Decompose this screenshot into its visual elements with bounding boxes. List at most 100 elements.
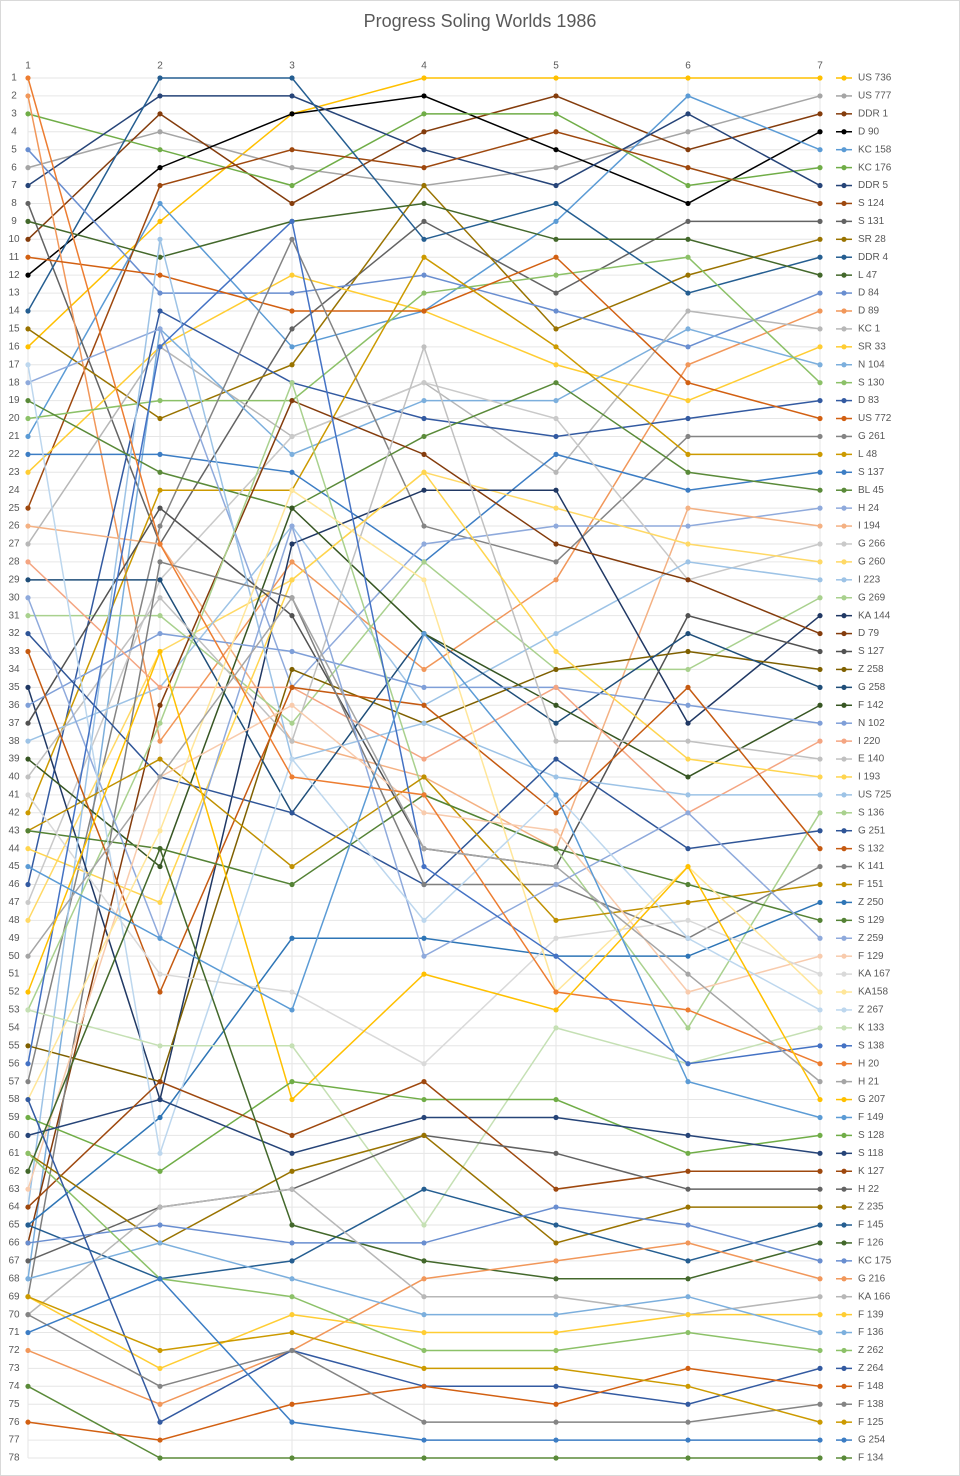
data-point: [289, 308, 295, 314]
data-point: [289, 326, 295, 332]
data-point: [817, 1401, 823, 1407]
legend-marker: [841, 595, 847, 601]
data-point: [685, 129, 691, 135]
legend-marker: [841, 165, 847, 171]
data-point: [553, 792, 559, 798]
data-point: [685, 433, 691, 440]
legend-label: F 129: [858, 951, 884, 962]
legend-marker: [841, 218, 847, 224]
data-point: [421, 415, 427, 422]
legend-marker: [841, 93, 847, 99]
legend-label: Z 264: [858, 1363, 884, 1374]
data-point: [685, 1061, 691, 1067]
data-point: [685, 111, 691, 117]
legend-label: F 148: [858, 1381, 884, 1392]
data-point: [553, 308, 559, 314]
y-tick-label: 24: [8, 485, 20, 496]
data-point: [817, 935, 823, 941]
data-point: [157, 254, 163, 260]
legend-marker: [841, 1383, 847, 1389]
data-point: [25, 165, 31, 171]
data-point: [157, 648, 163, 655]
data-point: [157, 1096, 163, 1103]
data-point: [553, 182, 559, 189]
data-point: [817, 1312, 823, 1318]
data-point: [553, 147, 559, 153]
legend-label: F 149: [858, 1112, 884, 1123]
legend-marker: [841, 523, 847, 529]
data-point: [25, 1222, 31, 1228]
data-point: [553, 881, 559, 888]
legend-label: K 133: [858, 1023, 885, 1034]
data-point: [817, 129, 823, 135]
data-point: [685, 792, 691, 798]
legend-marker: [841, 971, 847, 977]
legend-label: S 136: [858, 807, 885, 818]
data-point: [553, 1222, 559, 1228]
y-tick-label: 3: [11, 108, 17, 119]
data-point: [289, 559, 295, 565]
data-point: [421, 290, 427, 296]
data-point: [685, 236, 691, 242]
legend-marker: [841, 1114, 847, 1121]
y-tick-label: 34: [8, 664, 20, 675]
data-point: [421, 541, 427, 547]
data-point: [157, 1222, 163, 1228]
legend-label: F 139: [858, 1309, 884, 1320]
data-point: [817, 1347, 823, 1354]
data-point: [157, 1079, 163, 1085]
data-point: [421, 344, 427, 350]
data-point: [817, 559, 823, 565]
data-point: [157, 989, 163, 995]
data-point: [685, 1401, 691, 1407]
data-point: [157, 75, 163, 81]
lines: [25, 75, 823, 1461]
data-point: [157, 308, 163, 314]
data-point: [25, 505, 31, 511]
data-point: [25, 595, 31, 601]
data-point: [289, 702, 295, 708]
data-point: [157, 828, 163, 834]
data-point: [25, 881, 31, 888]
legend-marker: [841, 810, 847, 816]
data-point: [157, 165, 163, 171]
legend-marker: [841, 684, 847, 690]
legend-marker: [841, 881, 847, 888]
legend-label: G 269: [858, 592, 886, 603]
data-point: [553, 469, 559, 475]
data-point: [553, 129, 559, 135]
data-point: [25, 1132, 31, 1139]
data-point: [817, 1061, 823, 1067]
y-tick-label: 32: [8, 628, 20, 639]
legend-label: G 266: [858, 539, 886, 550]
data-point: [157, 218, 163, 224]
legend-label: G 254: [858, 1435, 886, 1446]
data-point: [289, 935, 295, 941]
data-point: [685, 899, 691, 906]
y-tick-label: 7: [11, 180, 17, 191]
legend-label: S 129: [858, 915, 885, 926]
x-tick-label: 7: [817, 61, 823, 72]
data-point: [421, 953, 427, 959]
data-point: [25, 1312, 31, 1318]
legend-marker: [841, 953, 847, 959]
y-tick-label: 9: [11, 216, 17, 227]
data-point: [421, 863, 427, 870]
data-point: [553, 236, 559, 242]
data-point: [25, 111, 31, 117]
legend-label: F 125: [858, 1417, 884, 1428]
data-point: [553, 917, 559, 923]
y-tick-label: 57: [8, 1076, 20, 1087]
data-point: [157, 1114, 163, 1121]
data-point: [25, 344, 31, 350]
data-point: [25, 308, 31, 314]
data-point: [289, 487, 295, 493]
data-point: [553, 111, 559, 117]
data-point: [817, 1079, 823, 1085]
y-tick-label: 5: [11, 144, 17, 155]
y-tick-label: 60: [8, 1130, 20, 1141]
data-point: [685, 917, 691, 923]
data-point: [553, 523, 559, 529]
data-point: [157, 129, 163, 135]
data-point: [553, 1401, 559, 1407]
